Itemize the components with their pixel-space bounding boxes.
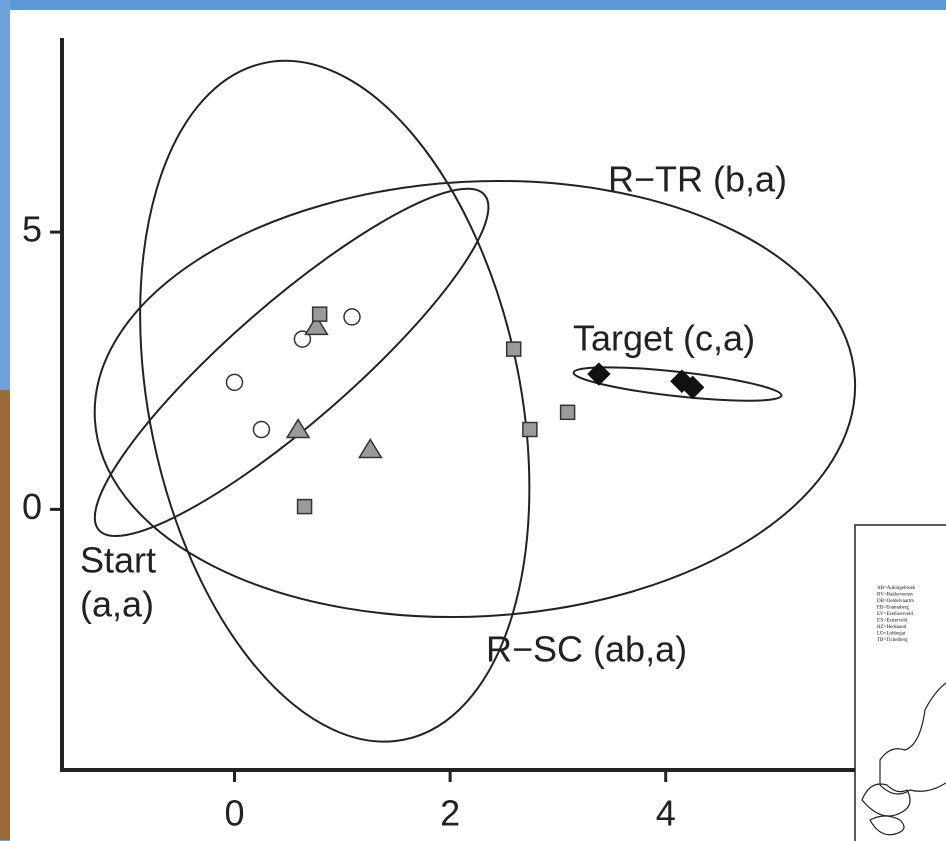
point [343, 308, 361, 326]
point [225, 373, 244, 392]
inset-legend-line: DB=Oeldelvaartm [877, 599, 914, 604]
inset-outline [879, 682, 946, 795]
point [559, 404, 576, 421]
point [505, 341, 522, 357]
point [357, 438, 383, 459]
point [296, 498, 313, 515]
inset-legend-line: BV=Bakkeveensv [877, 593, 914, 598]
inset-legend-line: EV=Ezelboerveld [877, 612, 913, 617]
x-tick-label: 0 [224, 793, 244, 834]
inset-legend-line: TB=Tichelberg [877, 638, 908, 643]
top-border [0, 0, 946, 10]
x-tick-label: 2 [440, 793, 460, 834]
y-tick-label: 0 [22, 486, 42, 527]
ellipse [139, 59, 531, 743]
x-tick-label: 4 [656, 793, 676, 834]
ellipse [93, 180, 857, 619]
inset-outline [861, 783, 911, 817]
inset-map: AB=Aukingebroek BV=BakkeveensvDB=Oeldelva… [854, 524, 946, 841]
ellipse-label: Start [80, 540, 156, 581]
point [680, 375, 705, 400]
inset-legend-line: AB=Aukingebroek [877, 586, 916, 591]
left-photo-strip [0, 390, 10, 840]
ellipse [93, 187, 490, 538]
ellipse-label: Target (c,a) [573, 318, 755, 359]
ellipse-sublabel: (a,a) [80, 584, 154, 625]
inset-legend-line: EB=Enamaberg [877, 606, 909, 611]
point [293, 330, 312, 348]
ellipse-label: R−TR (b,a) [608, 159, 787, 200]
inset-legend-line: LO=Lobbegat [877, 632, 906, 637]
point [522, 421, 538, 438]
axes [60, 38, 946, 772]
point [285, 418, 311, 439]
point [304, 314, 329, 336]
inset-legend-line: EX=Essterveld [877, 619, 908, 624]
y-tick-label: 5 [22, 209, 42, 250]
point [311, 306, 328, 322]
point [252, 420, 271, 439]
ellipse [572, 366, 783, 402]
inset-outline [869, 815, 905, 836]
inset-legend-line: HZ=Hedsaand [877, 625, 907, 630]
ellipse-label: R−SC (ab,a) [486, 629, 687, 670]
point [587, 362, 611, 386]
